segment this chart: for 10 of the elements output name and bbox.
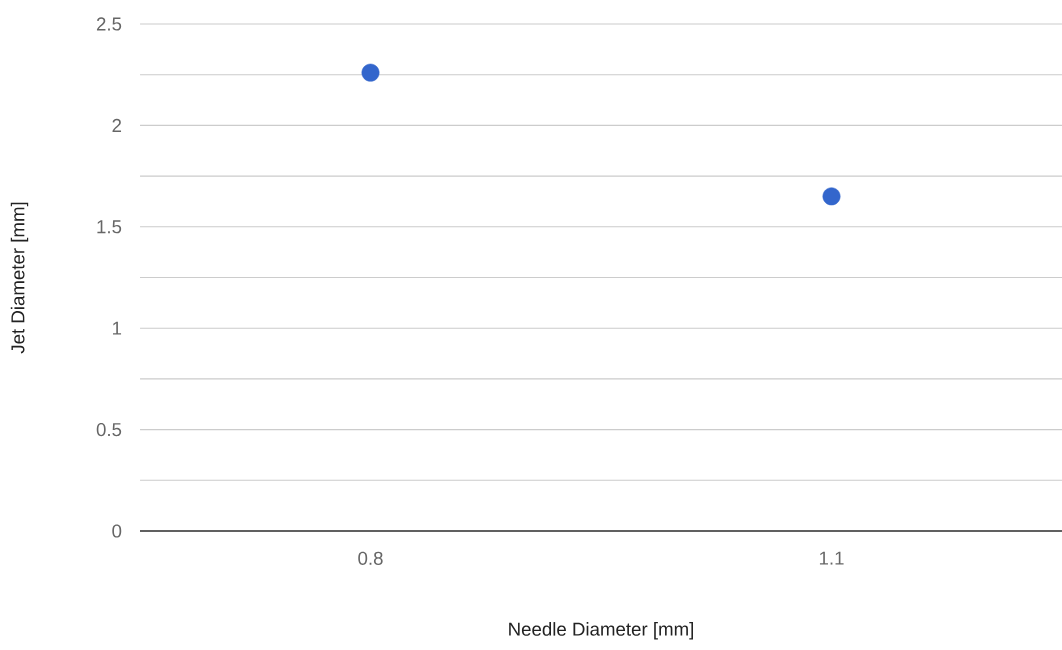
y-tick-label: 2 <box>112 118 122 132</box>
y-tick-label: 0.5 <box>96 422 122 437</box>
y-tick-label: 1 <box>113 321 122 335</box>
x-tick-label: 1.1 <box>819 551 844 565</box>
y-tick-label: 2.5 <box>96 17 122 31</box>
y-axis-title: Jet Diameter [mm] <box>10 202 29 354</box>
y-tick-label: 0 <box>112 524 122 538</box>
x-axis-title: Needle Diameter [mm] <box>509 622 693 640</box>
y-tick-label: 1.5 <box>97 220 122 234</box>
x-tick-label: 0.8 <box>358 551 383 565</box>
